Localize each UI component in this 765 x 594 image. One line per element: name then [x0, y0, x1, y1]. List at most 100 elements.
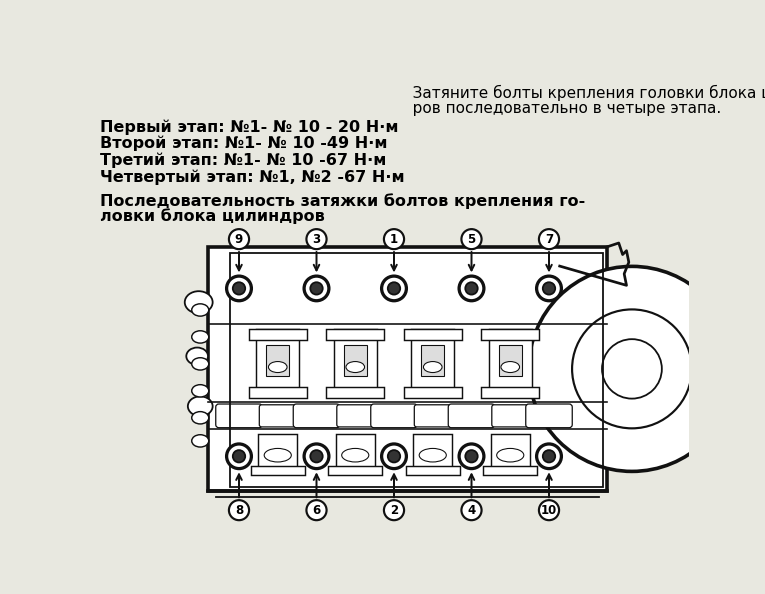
FancyBboxPatch shape: [526, 404, 572, 428]
FancyBboxPatch shape: [491, 434, 529, 471]
Circle shape: [543, 282, 555, 295]
FancyBboxPatch shape: [405, 466, 460, 475]
Text: Третий этап: №1- № 10 -67 Н·м: Третий этап: №1- № 10 -67 Н·м: [99, 153, 386, 169]
Circle shape: [465, 450, 477, 463]
FancyBboxPatch shape: [256, 328, 299, 393]
FancyBboxPatch shape: [251, 466, 305, 475]
Circle shape: [459, 444, 484, 469]
Circle shape: [459, 276, 484, 301]
FancyBboxPatch shape: [371, 404, 417, 428]
FancyBboxPatch shape: [489, 328, 532, 393]
Circle shape: [307, 229, 327, 249]
FancyBboxPatch shape: [326, 328, 384, 340]
Circle shape: [461, 229, 482, 249]
FancyBboxPatch shape: [448, 404, 495, 428]
Text: ров последовательно в четыре этапа.: ров последовательно в четыре этапа.: [398, 100, 721, 116]
Ellipse shape: [264, 448, 291, 462]
Circle shape: [388, 282, 400, 295]
Circle shape: [311, 282, 323, 295]
Circle shape: [226, 276, 252, 301]
Ellipse shape: [419, 448, 446, 462]
Circle shape: [311, 450, 323, 463]
Circle shape: [226, 444, 252, 469]
FancyBboxPatch shape: [337, 405, 373, 427]
Ellipse shape: [185, 291, 213, 314]
FancyBboxPatch shape: [334, 328, 376, 393]
Text: Затяните болты крепления головки блока цилинд-: Затяните болты крепления головки блока ц…: [398, 85, 765, 102]
Circle shape: [388, 450, 400, 463]
Ellipse shape: [424, 362, 442, 372]
FancyBboxPatch shape: [412, 328, 454, 393]
Ellipse shape: [501, 362, 519, 372]
FancyBboxPatch shape: [483, 466, 537, 475]
Circle shape: [384, 500, 404, 520]
FancyBboxPatch shape: [249, 387, 307, 397]
Circle shape: [543, 450, 555, 463]
FancyBboxPatch shape: [336, 434, 375, 471]
Circle shape: [536, 276, 562, 301]
Ellipse shape: [192, 304, 209, 316]
Ellipse shape: [192, 385, 209, 397]
Ellipse shape: [346, 362, 365, 372]
Circle shape: [465, 282, 477, 295]
Circle shape: [461, 500, 482, 520]
FancyBboxPatch shape: [249, 328, 307, 340]
Circle shape: [572, 309, 692, 428]
Text: ловки блока цилиндров: ловки блока цилиндров: [99, 208, 324, 224]
Text: Четвертый этап: №1, №2 -67 Н·м: Четвертый этап: №1, №2 -67 Н·м: [99, 170, 404, 185]
Circle shape: [307, 500, 327, 520]
Circle shape: [304, 276, 329, 301]
Circle shape: [384, 229, 404, 249]
Circle shape: [539, 500, 559, 520]
Text: Второй этап: №1- № 10 -49 Н·м: Второй этап: №1- № 10 -49 Н·м: [99, 136, 387, 151]
FancyBboxPatch shape: [326, 387, 384, 397]
Circle shape: [382, 444, 406, 469]
FancyBboxPatch shape: [216, 404, 262, 428]
Text: Последовательность затяжки болтов крепления го-: Последовательность затяжки болтов крепле…: [99, 193, 584, 208]
FancyBboxPatch shape: [293, 404, 340, 428]
Ellipse shape: [187, 347, 208, 365]
FancyBboxPatch shape: [421, 345, 444, 377]
Ellipse shape: [269, 362, 287, 372]
FancyBboxPatch shape: [481, 387, 539, 397]
Circle shape: [382, 276, 406, 301]
Text: 2: 2: [390, 504, 398, 517]
FancyBboxPatch shape: [492, 405, 529, 427]
FancyBboxPatch shape: [343, 345, 367, 377]
Text: 4: 4: [467, 504, 476, 517]
FancyBboxPatch shape: [259, 405, 296, 427]
Text: 10: 10: [541, 504, 557, 517]
Circle shape: [304, 444, 329, 469]
FancyBboxPatch shape: [404, 328, 462, 340]
Circle shape: [529, 266, 735, 472]
FancyBboxPatch shape: [499, 345, 522, 377]
FancyBboxPatch shape: [328, 466, 382, 475]
Ellipse shape: [496, 448, 524, 462]
Ellipse shape: [192, 412, 209, 424]
Ellipse shape: [192, 331, 209, 343]
Ellipse shape: [188, 396, 213, 416]
FancyBboxPatch shape: [259, 434, 297, 471]
Ellipse shape: [342, 448, 369, 462]
Circle shape: [602, 339, 662, 399]
Text: 3: 3: [312, 233, 321, 246]
FancyBboxPatch shape: [413, 434, 452, 471]
Circle shape: [233, 450, 246, 463]
Text: 8: 8: [235, 504, 243, 517]
Circle shape: [233, 282, 246, 295]
Ellipse shape: [192, 358, 209, 370]
Circle shape: [536, 444, 562, 469]
Ellipse shape: [192, 435, 209, 447]
Text: 9: 9: [235, 233, 243, 246]
FancyBboxPatch shape: [404, 387, 462, 397]
Text: 1: 1: [390, 233, 398, 246]
FancyBboxPatch shape: [266, 345, 289, 377]
FancyBboxPatch shape: [481, 328, 539, 340]
Text: Первый этап: №1- № 10 - 20 Н·м: Первый этап: №1- № 10 - 20 Н·м: [99, 119, 398, 134]
FancyBboxPatch shape: [415, 405, 451, 427]
Text: 7: 7: [545, 233, 553, 246]
Circle shape: [229, 500, 249, 520]
Circle shape: [539, 229, 559, 249]
Text: 6: 6: [312, 504, 321, 517]
FancyBboxPatch shape: [208, 247, 607, 491]
